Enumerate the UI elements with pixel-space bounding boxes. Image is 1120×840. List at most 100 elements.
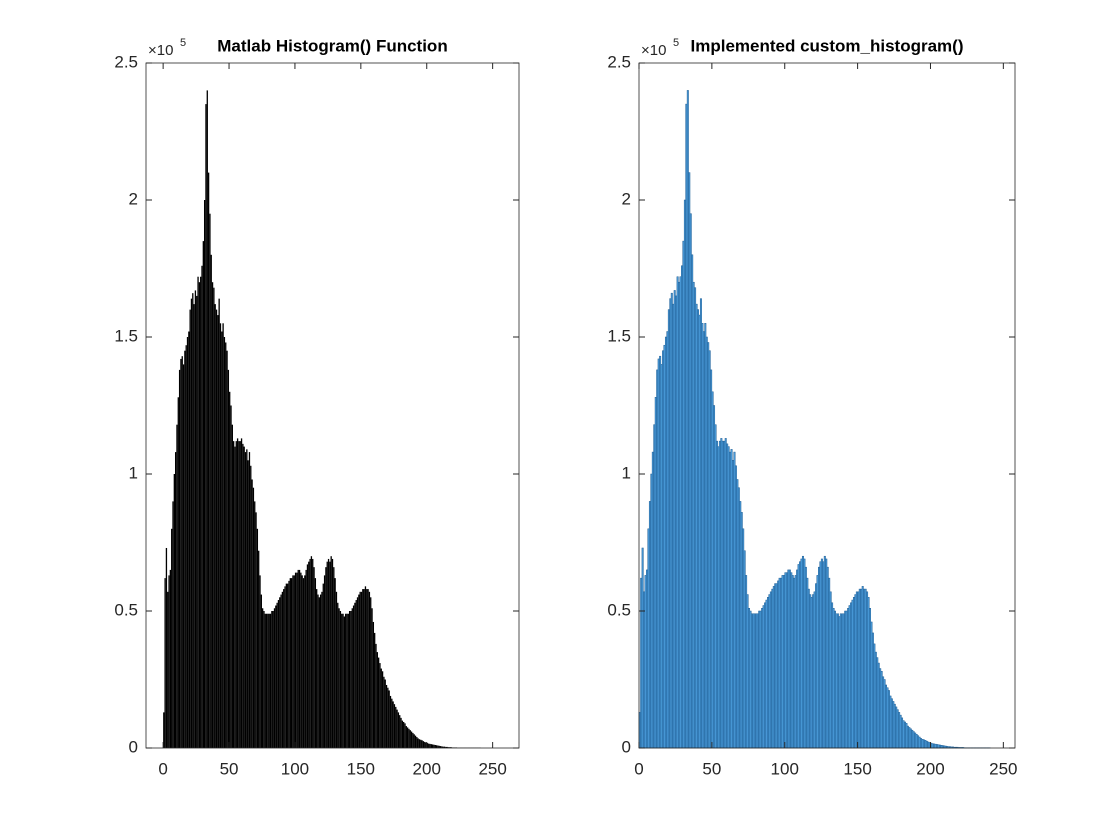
y-tick-label: 2 <box>129 189 138 208</box>
histogram-bar <box>182 364 185 748</box>
histogram-bar <box>388 690 390 748</box>
histogram-bar <box>180 358 182 748</box>
histogram-bar <box>302 578 305 748</box>
histogram-bar <box>318 597 320 748</box>
histogram-bar <box>445 746 447 748</box>
histogram-bar <box>416 737 418 748</box>
histogram-bar <box>379 663 381 748</box>
y-tick-label: 2.5 <box>607 52 631 71</box>
histogram-bar <box>389 695 392 748</box>
histogram-bar <box>319 594 322 748</box>
x-tick-label: 50 <box>702 759 721 778</box>
histogram-bar <box>387 687 389 748</box>
histogram-bar <box>292 575 294 748</box>
x-tick-label: 50 <box>220 759 239 778</box>
histogram-bar <box>347 613 349 748</box>
histogram-bar <box>384 679 386 748</box>
histogram-bar <box>297 569 299 748</box>
histogram-bar <box>176 424 178 748</box>
histogram-bar <box>327 558 330 748</box>
histogram-bar <box>380 668 382 748</box>
histogram-bar <box>316 589 318 748</box>
histogram-bar <box>185 345 187 748</box>
histogram-bar <box>306 564 309 748</box>
histogram-bar <box>256 528 259 748</box>
histogram-bar <box>189 309 191 748</box>
histogram-bar <box>330 556 332 748</box>
histogram-bar <box>449 747 451 748</box>
histogram-bar <box>268 613 270 748</box>
histogram-bar <box>404 723 406 748</box>
y-tick-label: 2.5 <box>114 52 138 71</box>
axes-box <box>145 62 520 749</box>
histogram-bar <box>214 304 216 748</box>
histogram-bar <box>246 449 248 748</box>
histogram-bar <box>202 241 204 748</box>
histogram-bar <box>206 90 208 748</box>
histogram-bar <box>298 569 301 748</box>
histogram-bar <box>164 578 166 748</box>
histogram-bar <box>355 600 357 748</box>
histogram-bar <box>421 740 423 748</box>
histogram-bar <box>230 405 232 748</box>
histogram-bar <box>221 331 223 748</box>
histogram-bar <box>434 744 436 748</box>
histogram-bar <box>177 397 179 748</box>
histogram-bar <box>294 572 297 748</box>
histogram-bar <box>205 104 207 749</box>
histogram-bar <box>188 331 190 748</box>
histogram-bar <box>194 290 197 748</box>
histogram-bar <box>209 213 211 748</box>
histogram-bar <box>339 611 342 748</box>
histogram-bar <box>243 446 245 748</box>
histogram-bar <box>235 441 237 748</box>
histogram-bar <box>417 738 419 748</box>
histogram-bar <box>192 293 194 748</box>
histogram-bar <box>392 701 394 748</box>
histogram-bar <box>309 558 311 748</box>
histogram-bar <box>279 597 281 748</box>
histogram-bar <box>308 561 310 748</box>
histogram-bar <box>247 460 249 748</box>
histogram-bar <box>354 602 356 748</box>
histogram-bar <box>174 452 177 748</box>
histogram-bar <box>352 605 355 748</box>
histogram-bar <box>322 583 324 748</box>
histogram-bar <box>435 745 438 748</box>
y-tick-label: 0.5 <box>607 600 631 619</box>
histogram-bar <box>248 452 251 748</box>
histogram-bar <box>222 323 224 748</box>
histogram-bar <box>165 547 168 748</box>
histogram-bar <box>363 589 365 748</box>
histogram-bar <box>267 613 269 748</box>
histogram-bar <box>450 747 452 748</box>
histogram-bar <box>225 342 227 748</box>
histogram-bar <box>301 575 303 748</box>
x-tick-label: 250 <box>989 759 1017 778</box>
histogram-bar <box>403 721 405 748</box>
histogram-bar <box>184 350 186 748</box>
histogram-bar <box>385 684 388 748</box>
histogram-bar <box>381 671 384 748</box>
histogram-bar <box>227 369 230 748</box>
histogram-bar <box>172 501 174 748</box>
histogram-bar <box>197 276 199 748</box>
histogram-bar <box>288 580 290 748</box>
histogram-bar <box>264 613 266 748</box>
histogram-bar <box>425 742 427 748</box>
histogram-bar <box>371 608 373 748</box>
y-tick-label: 1 <box>129 463 138 482</box>
histogram-bar <box>276 602 278 748</box>
histogram-bar <box>442 746 444 748</box>
histogram-bar <box>203 200 206 748</box>
y-multiplier-exponent: 5 <box>180 37 186 49</box>
histogram-bar <box>213 287 215 748</box>
histogram-bar <box>438 745 440 748</box>
histogram-bar <box>287 583 289 748</box>
histogram-bar <box>284 586 286 748</box>
histogram-bar <box>293 575 295 748</box>
histogram-bar <box>317 594 319 748</box>
histogram-bar <box>335 591 338 748</box>
histogram-bar <box>314 578 317 748</box>
histogram-bar <box>358 594 360 748</box>
